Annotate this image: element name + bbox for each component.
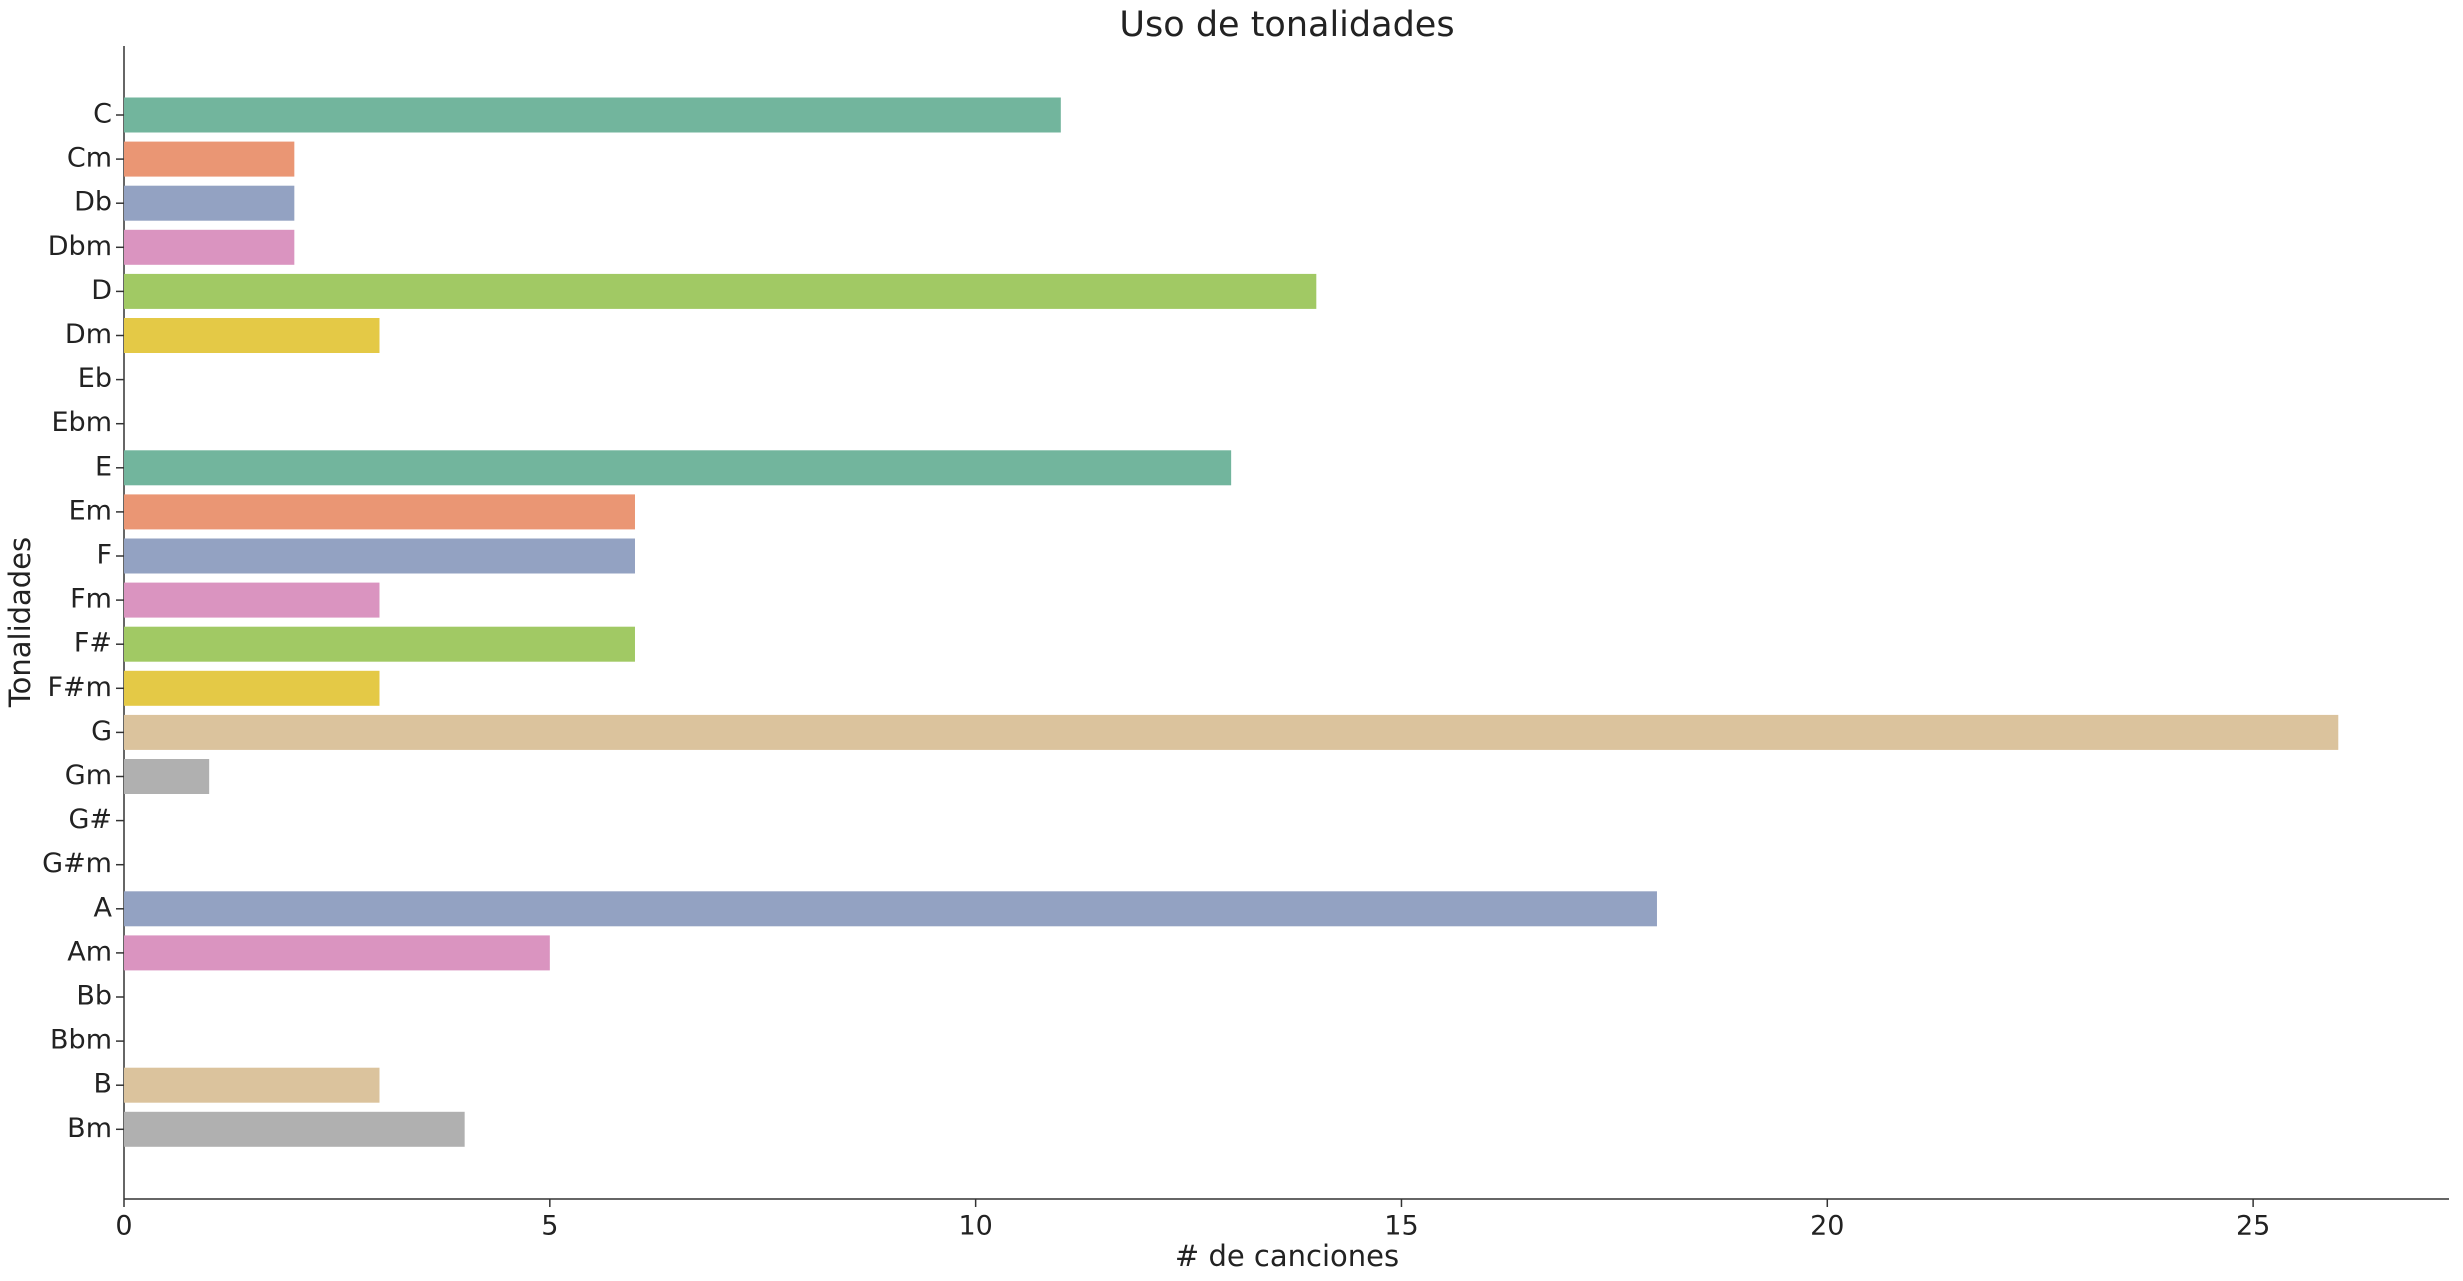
bar xyxy=(124,891,1657,927)
y-tick-label: Bbm xyxy=(50,1025,112,1056)
bar xyxy=(124,582,380,618)
bar xyxy=(124,538,635,574)
bar xyxy=(124,318,380,353)
bar xyxy=(124,670,380,706)
bar xyxy=(124,185,295,221)
chart-title: Uso de tonalidades xyxy=(1119,5,1454,45)
bar xyxy=(124,450,1232,486)
y-tick-label: B xyxy=(93,1069,112,1100)
y-tick-label: Eb xyxy=(78,363,112,394)
y-tick-label: Fm xyxy=(70,584,112,615)
y-tick-label: Dm xyxy=(65,319,112,350)
bar xyxy=(124,714,2339,750)
x-tick-label: 20 xyxy=(1810,1211,1844,1242)
y-tick-label: Bb xyxy=(76,981,112,1012)
y-tick-label: Gm xyxy=(65,760,112,791)
x-tick-label: 25 xyxy=(2236,1211,2270,1242)
y-tick-label: F# xyxy=(74,628,112,659)
bar xyxy=(124,1111,465,1147)
y-axis-label: Tonalidades xyxy=(3,537,37,708)
bar xyxy=(124,1067,380,1103)
y-tick-label: G# xyxy=(68,804,112,835)
y-tick-label: G#m xyxy=(42,848,112,879)
y-tick-label: Am xyxy=(67,936,112,967)
bar xyxy=(124,759,210,794)
bar xyxy=(124,141,295,177)
bar xyxy=(124,494,635,530)
x-axis-label: # de canciones xyxy=(1175,1239,1399,1273)
bar xyxy=(124,229,295,265)
bar xyxy=(124,935,550,971)
y-tick-label: F#m xyxy=(48,672,112,703)
bar xyxy=(124,97,1061,133)
y-tick-label: Bm xyxy=(67,1113,112,1144)
y-tick-label: C xyxy=(93,99,112,130)
x-tick-label: 10 xyxy=(958,1211,992,1242)
y-tick-label: A xyxy=(94,892,113,923)
x-tick-label: 0 xyxy=(115,1211,132,1242)
x-tick-label: 15 xyxy=(1384,1211,1418,1242)
y-tick-label: Db xyxy=(74,187,112,218)
y-tick-label: F xyxy=(96,540,112,571)
y-tick-label: D xyxy=(91,275,112,306)
y-tick-label: Ebm xyxy=(52,407,113,438)
bar xyxy=(124,626,635,662)
y-tick-label: Cm xyxy=(67,143,112,174)
y-tick-label: E xyxy=(95,451,112,482)
y-tick-label: Em xyxy=(69,495,112,526)
x-tick-label: 5 xyxy=(541,1211,558,1242)
y-tick-label: Dbm xyxy=(48,231,112,262)
bar xyxy=(124,273,1317,309)
y-tick-label: G xyxy=(91,716,112,747)
